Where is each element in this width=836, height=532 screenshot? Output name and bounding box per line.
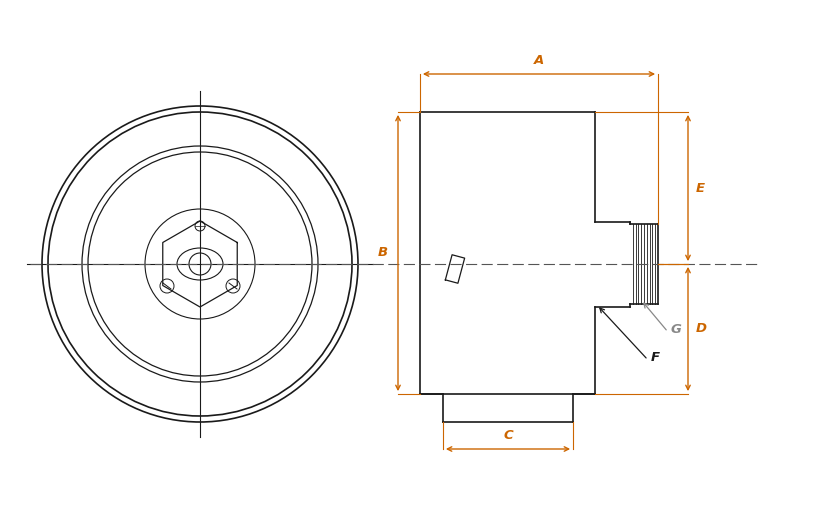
Text: D: D <box>696 322 707 336</box>
Text: E: E <box>696 181 705 195</box>
Text: F: F <box>651 351 660 364</box>
Text: B: B <box>378 246 388 260</box>
Text: G: G <box>671 323 682 336</box>
Text: A: A <box>534 54 544 67</box>
Text: C: C <box>503 429 512 442</box>
